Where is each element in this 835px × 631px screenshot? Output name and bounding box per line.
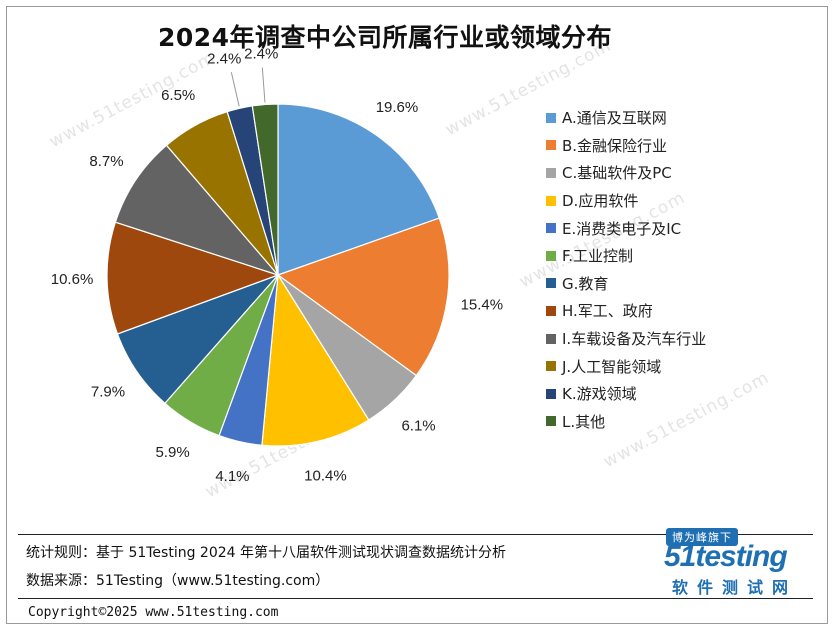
legend-item: J.人工智能领域	[546, 352, 706, 380]
legend-swatch	[546, 388, 556, 399]
legend-item: K.游戏领域	[546, 380, 706, 408]
data-source-note: 数据来源：51Testing（www.51testing.com）	[26, 573, 330, 589]
legend-swatch	[546, 140, 556, 151]
legend-swatch	[546, 223, 556, 234]
slice-data-label: 7.9%	[91, 383, 125, 400]
slice-data-label: 6.5%	[161, 87, 195, 104]
legend-label: D.应用软件	[562, 192, 639, 211]
copyright-text: Copyright©2025 www.51testing.com	[28, 605, 279, 620]
leader-line	[230, 72, 240, 107]
legend-label: F.工业控制	[562, 247, 633, 266]
pie-chart: 19.6% 15.4% 6.1% 10.4% 4.1% 5.9% 7.9% 10.6% 8.7%…	[51, 46, 504, 485]
legend-item: E.消费类电子及IC	[546, 214, 706, 242]
legend-label: H.军工、政府	[562, 302, 653, 321]
legend-swatch	[546, 278, 556, 289]
pie-slice	[106, 221, 280, 335]
legend-item: H.军工、政府	[546, 297, 706, 325]
leader-line	[261, 67, 266, 103]
logo-badge: 博为峰旗下	[666, 528, 738, 546]
legend-swatch	[546, 112, 556, 123]
footer-divider-top	[18, 534, 813, 535]
chart-legend: A.通信及互联网 B.金融保险行业 C.基础软件及PC D.应用软件 E.消费类电子及I…	[546, 104, 706, 435]
legend-item: D.应用软件	[546, 187, 706, 215]
slice-data-label: 5.9%	[155, 444, 189, 461]
pie-slice	[251, 103, 279, 276]
pie-slice	[276, 217, 450, 377]
slice-data-label: 15.4%	[461, 297, 504, 314]
legend-label: I.车载设备及汽车行业	[562, 330, 707, 349]
slice-data-label: 10.6%	[51, 271, 94, 288]
legend-label: G.教育	[562, 274, 609, 293]
legend-swatch	[546, 195, 556, 206]
slice-data-label: 10.4%	[304, 467, 347, 484]
chart-frame	[6, 6, 828, 624]
slice-data-label: 2.4%	[244, 46, 278, 63]
legend-label: B.金融保险行业	[562, 136, 668, 155]
slice-data-label: 19.6%	[376, 99, 419, 116]
slice-data-label: 6.1%	[401, 418, 435, 435]
chart-title: 2024年调查中公司所属行业或领域分布	[157, 23, 613, 52]
footer-divider-bottom	[18, 598, 813, 599]
legend-swatch	[546, 250, 556, 261]
pie-slice	[114, 144, 280, 277]
pie-slice	[261, 273, 370, 447]
legend-swatch	[546, 361, 556, 372]
legend-swatch	[546, 305, 556, 316]
legend-label: E.消费类电子及IC	[562, 219, 682, 238]
legend-item: G.教育	[546, 270, 706, 298]
slice-data-label: 8.7%	[89, 153, 123, 170]
legend-label: K.游戏领域	[562, 385, 637, 404]
logo-subtitle: 软件测试网	[672, 578, 798, 597]
legend-item: F.工业控制	[546, 242, 706, 270]
slice-data-label: 2.4%	[207, 51, 241, 68]
legend-swatch	[546, 167, 556, 178]
legend-label: L.其他	[562, 412, 606, 431]
legend-item: B.金融保险行业	[546, 132, 706, 160]
51testing-logo: 博为峰旗下 51testing 软件测试网	[662, 528, 812, 597]
statistics-rule-note: 统计规则：基于 51Testing 2024 年第十八届软件测试现状调查数据统计…	[26, 545, 507, 561]
legend-swatch	[546, 416, 556, 427]
legend-item: C.基础软件及PC	[546, 159, 706, 187]
logo-wordmark: 51testing	[664, 540, 788, 573]
legend-label: C.基础软件及PC	[562, 164, 672, 183]
legend-swatch	[546, 333, 556, 344]
legend-label: J.人工智能领域	[562, 357, 662, 376]
legend-label: A.通信及互联网	[562, 109, 667, 128]
legend-item: A.通信及互联网	[546, 104, 706, 132]
slice-data-label: 4.1%	[215, 468, 249, 485]
legend-item: L.其他	[546, 408, 706, 436]
legend-item: I.车载设备及汽车行业	[546, 325, 706, 353]
